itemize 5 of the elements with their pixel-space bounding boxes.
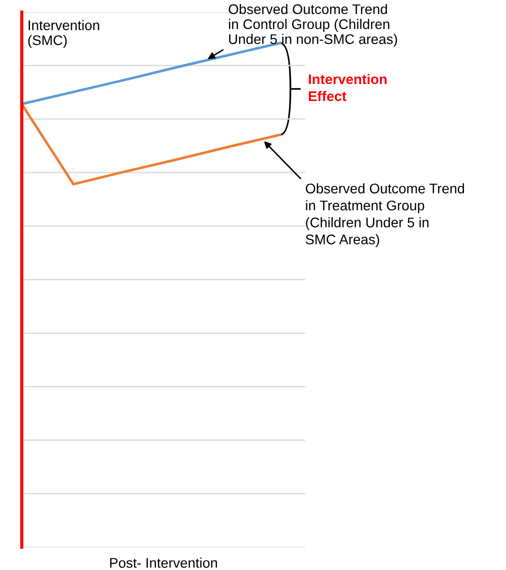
text: Intervention Effect	[308, 74, 387, 102]
x-axis-title: Post- Intervention	[110, 558, 217, 568]
annotation: Observed Outcome Trend in Control Group (Children Under 5 in non-SMC areas)	[228, 4, 398, 47]
text: Observed Outcome Trend in Treatment Group (Children Under 5 in SMC Areas)	[306, 183, 464, 248]
y-axis-title: Intervention (SMC)	[28, 20, 100, 48]
